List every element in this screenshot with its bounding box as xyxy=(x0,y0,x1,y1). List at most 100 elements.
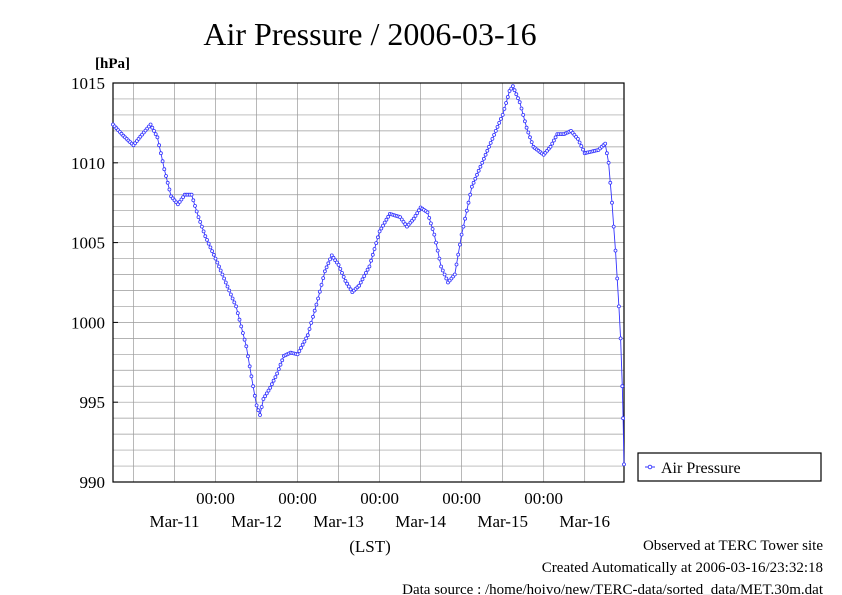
data-point xyxy=(519,106,524,111)
data-point xyxy=(334,260,339,265)
data-point xyxy=(278,362,283,367)
data-point xyxy=(469,184,474,189)
data-point xyxy=(259,405,264,409)
data-point xyxy=(148,122,153,127)
data-point xyxy=(386,214,391,219)
data-point xyxy=(372,247,377,251)
data-point xyxy=(425,210,430,215)
data-point xyxy=(203,234,208,239)
legend-box xyxy=(637,452,822,482)
data-point xyxy=(179,197,184,202)
data-point xyxy=(377,229,382,234)
data-point xyxy=(475,172,479,177)
data-point xyxy=(345,281,350,286)
data-point xyxy=(379,226,384,231)
series-air-pressure xyxy=(111,84,626,467)
data-point xyxy=(428,221,433,226)
data-point xyxy=(478,164,483,169)
data-point xyxy=(217,264,221,269)
data-point xyxy=(157,143,162,148)
y-axis: 990 995 1000 1005 1010 1015 xyxy=(71,74,118,492)
data-point xyxy=(251,384,256,389)
data-point xyxy=(502,107,507,111)
footer-created: Created Automatically at 2006-03-16/23:3… xyxy=(542,560,823,576)
data-point xyxy=(215,260,220,265)
data-point xyxy=(309,320,314,325)
data-point xyxy=(341,274,346,279)
plot-frame xyxy=(112,82,625,483)
data-point xyxy=(495,125,500,129)
data-point xyxy=(481,156,486,161)
data-point xyxy=(256,408,261,413)
data-point xyxy=(269,382,274,387)
data-point xyxy=(452,272,457,277)
footer-source: Data source : /home/hoivo/new/TERC-data/… xyxy=(402,582,824,595)
data-point xyxy=(321,276,326,281)
data-point xyxy=(155,135,160,140)
data-point xyxy=(164,174,168,178)
data-point xyxy=(152,128,156,133)
data-point xyxy=(165,180,170,185)
data-point xyxy=(411,216,416,221)
data-point xyxy=(150,125,155,130)
x-time-label: 00:00 xyxy=(196,489,235,508)
data-point xyxy=(374,241,379,246)
data-point xyxy=(610,200,614,205)
data-point xyxy=(370,252,375,257)
data-point xyxy=(302,339,307,344)
data-point xyxy=(526,130,531,135)
data-point xyxy=(603,141,608,146)
data-point xyxy=(249,374,254,379)
data-point xyxy=(576,136,580,141)
data-point xyxy=(206,241,211,246)
data-point xyxy=(222,276,227,281)
data-point xyxy=(440,268,445,273)
y-tick-label: 1000 xyxy=(71,313,105,332)
data-point xyxy=(529,140,534,145)
data-point xyxy=(304,336,309,341)
data-point xyxy=(230,296,235,301)
chart-title: Air Pressure / 2006-03-16 xyxy=(203,16,536,52)
data-point xyxy=(175,202,180,207)
data-point xyxy=(314,302,319,307)
data-point xyxy=(579,144,584,148)
legend: Air Pressure xyxy=(637,452,822,482)
data-point xyxy=(363,270,368,275)
data-point xyxy=(511,84,515,89)
data-point xyxy=(299,345,303,350)
data-point xyxy=(218,268,223,273)
data-point xyxy=(167,187,172,192)
data-point xyxy=(581,147,585,152)
data-point xyxy=(196,215,201,220)
data-point xyxy=(471,180,476,185)
data-point xyxy=(237,317,242,322)
data-point xyxy=(305,333,310,338)
data-point xyxy=(384,217,389,222)
data-point xyxy=(605,151,609,156)
data-point xyxy=(211,252,216,257)
data-point xyxy=(240,331,245,335)
data-point xyxy=(375,235,380,240)
data-point xyxy=(442,272,447,277)
data-point xyxy=(507,89,512,93)
data-point xyxy=(523,119,527,124)
data-point xyxy=(500,113,505,117)
data-point xyxy=(343,278,348,283)
data-point xyxy=(621,416,625,421)
data-point xyxy=(201,229,206,234)
data-point xyxy=(220,272,225,277)
data-point xyxy=(338,266,343,271)
data-point xyxy=(476,168,481,173)
data-point xyxy=(246,354,250,359)
data-point xyxy=(497,121,502,125)
data-point xyxy=(280,358,285,363)
x-date-label: Mar-13 xyxy=(313,512,364,531)
data-point xyxy=(358,280,363,285)
data-point xyxy=(427,215,432,220)
data-point xyxy=(485,148,490,153)
data-point xyxy=(550,141,555,146)
data-point xyxy=(367,264,372,269)
data-point xyxy=(490,136,495,141)
data-point xyxy=(227,288,232,293)
